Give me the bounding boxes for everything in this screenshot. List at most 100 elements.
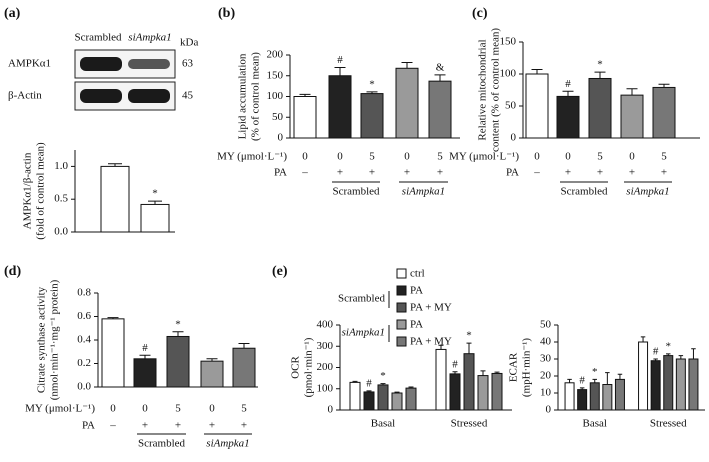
group-label: Scrambled — [560, 186, 608, 198]
bar — [133, 358, 157, 388]
bar — [663, 355, 674, 411]
error-bar — [366, 390, 372, 392]
y-tick-label: 50 — [272, 111, 284, 123]
bar — [435, 348, 447, 411]
error-bar — [366, 91, 378, 94]
y-tick-label: 0 — [328, 404, 334, 416]
error-bar — [666, 353, 671, 356]
error-bar — [172, 331, 184, 337]
error-bar — [567, 378, 572, 383]
group-label: siAmpka1 — [626, 186, 669, 198]
row-value: + — [661, 167, 667, 179]
error-bar — [691, 348, 696, 359]
kda-unit: kDa — [180, 37, 198, 49]
row-value: + — [241, 420, 247, 432]
blot-row-label: β-Actin — [8, 90, 42, 102]
annotation: # — [579, 374, 585, 386]
error-bar — [206, 358, 218, 362]
y-tick-label: 300 — [317, 340, 334, 352]
x-tick-label: Basal — [583, 418, 607, 430]
y-axis-label: (nmol·min⁻¹·mg⁻¹ protein) — [49, 279, 61, 400]
bar — [395, 67, 419, 139]
y-axis-label: content (% of control mean) — [490, 28, 502, 152]
bar — [688, 358, 699, 411]
row-value: + — [142, 420, 148, 432]
panel-label: (c) — [472, 6, 488, 21]
y-tick-label: 200 — [317, 361, 334, 373]
row-value: 0 — [337, 151, 343, 163]
panel-label: (a) — [4, 6, 21, 21]
bar — [293, 96, 317, 139]
blot-band — [128, 89, 170, 103]
x-tick-label: Stressed — [451, 418, 488, 430]
row-value: + — [337, 167, 343, 179]
blot-row-label: AMPKα1 — [8, 58, 51, 70]
bar — [638, 341, 649, 411]
row-value: + — [437, 167, 443, 179]
row-value: 5 — [437, 151, 443, 163]
error-bar — [107, 317, 119, 319]
bar — [556, 95, 580, 139]
y-tick-label: 100 — [317, 382, 334, 394]
error-bar — [108, 163, 122, 167]
bar — [360, 93, 384, 139]
error-bar — [562, 90, 574, 97]
bar — [349, 381, 361, 411]
bar — [652, 86, 676, 139]
row-value: 0 — [302, 151, 308, 163]
y-tick-label: 0.0 — [54, 226, 68, 238]
panel-label: (b) — [218, 6, 235, 21]
x-tick-label: Basal — [371, 418, 395, 430]
group-label: Scrambled — [332, 186, 380, 198]
row-value: 5 — [661, 151, 667, 163]
error-bar — [678, 355, 684, 359]
bar — [101, 318, 125, 388]
y-axis-label: Lipid accumulation — [237, 53, 249, 139]
group-label: siAmpka1 — [402, 186, 445, 198]
bar — [525, 73, 549, 139]
row-value: 0 — [534, 151, 540, 163]
legend-swatch — [396, 319, 407, 330]
row-value: + — [629, 167, 635, 179]
y-tick-label: 0 — [511, 132, 517, 144]
row-value: 0 — [565, 151, 571, 163]
y-tick-label: 10 — [540, 387, 552, 399]
bar — [140, 203, 170, 233]
y-tick-label: 50 — [505, 100, 517, 112]
row-value: – — [533, 167, 540, 179]
row-label: MY (μmol·L⁻¹) — [217, 151, 287, 163]
blot-band — [80, 57, 122, 71]
legend-label: ctrl — [410, 268, 425, 280]
annotation: # — [452, 358, 458, 370]
error-bar — [380, 383, 386, 385]
bar — [564, 382, 575, 411]
annotation: * — [152, 188, 158, 200]
y-axis-label: AMPKα1/β-actin — [22, 152, 34, 229]
bar — [650, 360, 661, 411]
row-value: + — [369, 167, 375, 179]
annotation: * — [592, 366, 598, 378]
x-tick-label: Stressed — [650, 418, 687, 430]
bar — [620, 94, 644, 139]
row-value: 0 — [142, 403, 148, 415]
bar — [328, 75, 352, 139]
error-bar — [594, 71, 606, 79]
bar — [491, 372, 503, 411]
error-bar — [579, 387, 585, 390]
row-value: – — [109, 420, 116, 432]
error-bar — [299, 93, 311, 97]
y-tick-label: 150 — [500, 36, 517, 48]
error-bar — [401, 61, 413, 69]
blot-kda: 45 — [182, 90, 194, 102]
bar — [166, 335, 190, 388]
row-value: + — [565, 167, 571, 179]
error-bar — [438, 344, 444, 350]
error-bar — [452, 371, 458, 374]
y-tick-label: 1.0 — [54, 160, 68, 172]
row-value: 0 — [629, 151, 635, 163]
annotation: * — [597, 59, 603, 71]
row-value: 5 — [241, 403, 247, 415]
legend-swatch — [396, 302, 407, 313]
row-value: 5 — [175, 403, 181, 415]
